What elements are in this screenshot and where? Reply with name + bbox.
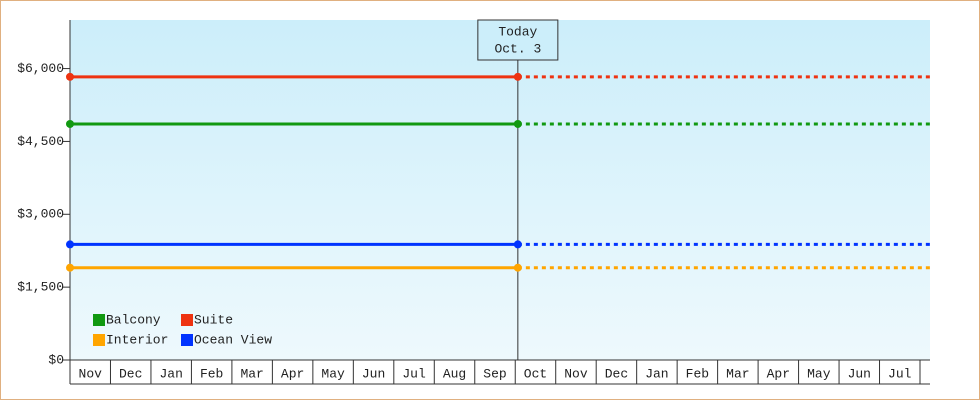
x-tick-label: Dec — [605, 366, 628, 381]
x-tick-label: Dec — [119, 366, 142, 381]
legend-label: Balcony — [106, 312, 161, 327]
x-tick-label: May — [807, 366, 831, 381]
x-tick-label: Mar — [726, 366, 749, 381]
y-tick-label: $6,000 — [17, 61, 64, 76]
point — [513, 72, 522, 81]
today-label: Oct. 3 — [494, 41, 541, 56]
x-tick-label: Sep — [483, 366, 506, 381]
point — [66, 263, 74, 272]
x-tick-label: Nov — [564, 366, 588, 381]
y-tick-label: $1,500 — [17, 280, 64, 295]
x-tick-label: Feb — [686, 366, 709, 381]
x-tick-label: Nov — [79, 366, 103, 381]
x-tick-label: Feb — [200, 366, 223, 381]
x-tick-label: Apr — [767, 366, 790, 381]
plot-area — [70, 20, 930, 360]
point — [513, 119, 522, 128]
legend-label: Ocean View — [194, 332, 272, 347]
point — [66, 119, 74, 128]
x-tick-label: Aug — [443, 366, 466, 381]
x-tick-label: Oct — [524, 366, 547, 381]
today-box — [477, 19, 559, 61]
legend-swatch — [93, 334, 105, 346]
legend-swatch — [181, 334, 193, 346]
x-tick-label: Jan — [159, 366, 182, 381]
x-tick-label: Jul — [402, 366, 426, 381]
y-tick-label: $3,000 — [17, 207, 64, 222]
today-label: Today — [498, 24, 537, 39]
x-tick-label: Jun — [848, 366, 871, 381]
y-tick-label: $0 — [48, 352, 64, 367]
y-tick-label: $4,500 — [17, 134, 64, 149]
x-tick-label: May — [321, 366, 345, 381]
legend-swatch — [93, 314, 105, 326]
point — [66, 240, 74, 249]
x-tick-label: Jul — [888, 366, 912, 381]
x-tick-label: Apr — [281, 366, 304, 381]
point — [513, 263, 522, 272]
legend-swatch — [181, 314, 193, 326]
x-tick-label: Jan — [645, 366, 668, 381]
x-tick-label: Jun — [362, 366, 385, 381]
legend-label: Interior — [106, 332, 168, 347]
legend-label: Suite — [194, 312, 233, 327]
point — [513, 240, 522, 249]
point — [66, 72, 74, 81]
x-tick-label: Mar — [240, 366, 263, 381]
